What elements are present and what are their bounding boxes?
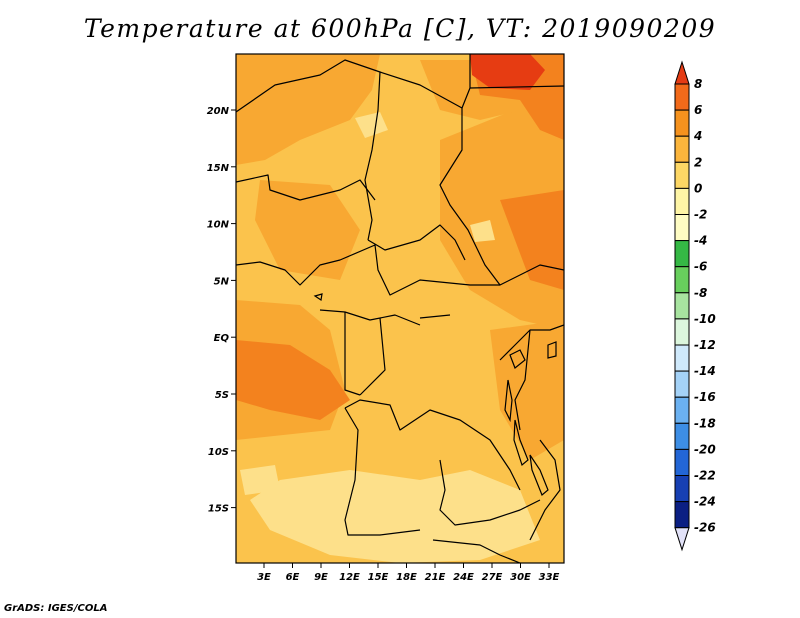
x-tick-label: 21E [425,572,446,583]
colorbar-swatch [674,501,690,529]
x-tick-label: 18E [396,572,417,583]
colorbar-swatch [674,266,690,294]
x-tick-label: 3E [257,572,271,583]
y-tick-label: 15N [207,163,230,174]
colorbar-label: -12 [694,338,716,352]
y-tick-label: 5N [214,276,230,287]
field-light-ethiopia [470,220,495,242]
field-orange-rift [490,320,564,460]
y-axis: 20N 15N 10N 5N EQ 5S 10S 15S [207,106,236,515]
colorbar-swatch [674,475,690,503]
colorbar-swatch [674,292,690,320]
y-tick-label: 10N [207,220,230,231]
colorbar-swatch [674,370,690,398]
colorbar-swatch [674,422,690,450]
colorbar-label: -2 [694,208,707,222]
colorbar-swatch [674,109,690,137]
colorbar-swatch [674,318,690,346]
lakes [313,293,557,496]
colorbar-label: 2 [694,155,702,169]
map-area [236,54,564,563]
x-tick-label: 27E [482,572,503,583]
x-tick-label: 24E [453,572,474,583]
colorbar-label: -18 [694,416,716,430]
colorbar: 8 6 4 2 0 -2 -4 -6 -8 -10 -12 -14 -16 -18 -20 -22 -24 -26 [674,60,716,552]
field-orange-north [236,54,380,165]
field-dark-sw [236,340,350,420]
country-borders [236,54,564,563]
field-light-angola [340,515,365,540]
colorbar-label: -14 [694,364,716,378]
chart-title: Temperature at 600hPa [C], VT: 201909020… [83,14,717,43]
colorbar-label: -16 [694,390,716,404]
field-light-north [355,112,388,138]
x-tick-label: 30E [510,572,531,583]
x-tick-label: 33E [539,572,560,583]
y-tick-label: 10S [208,447,229,458]
colorbar-label: -10 [694,312,716,326]
x-axis: 3E 6E 9E 12E 15E 18E 21E 24E 27E 30E 33E [257,563,560,583]
field-dark-east [500,190,564,290]
field-orange-center [255,180,360,280]
colorbar-swatch [674,214,690,242]
colorbar-label: -20 [694,442,716,456]
colorbar-label: -22 [694,469,716,483]
colorbar-label: 4 [693,129,702,143]
colorbar-label: 6 [694,103,702,117]
colorbar-label: -6 [694,260,707,274]
colorbar-top-arrow [674,60,690,85]
y-tick-label: EQ [214,333,230,344]
colorbar-label: -26 [694,521,716,535]
x-tick-label: 9E [314,572,328,583]
colorbar-bottom-arrow [674,527,690,552]
colorbar-label: 0 [694,181,702,195]
field-light-south [250,470,540,563]
field-red-ne [470,54,545,90]
colorbar-label: -4 [694,234,707,248]
colorbar-swatch [674,83,690,111]
field-light-sw [240,465,280,495]
colorbar-label: -8 [694,286,707,300]
colorbar-swatch [674,135,690,163]
colorbar-label: 8 [694,77,702,91]
x-tick-label: 15E [368,572,389,583]
map-frame [235,53,565,564]
x-tick-label: 6E [286,572,300,583]
colorbar-swatch [674,161,690,189]
y-tick-label: 15S [208,504,229,515]
colorbar-swatch [674,187,690,215]
y-tick-label: 5S [215,390,229,401]
colorbar-swatch [674,240,690,268]
y-tick-label: 20N [207,106,230,117]
x-tick-label: 12E [339,572,360,583]
colorbar-swatch [674,396,690,424]
colorbar-label: -24 [694,495,716,509]
colorbar-swatch [674,448,690,476]
credit-text: GrADS: IGES/COLA [4,603,108,614]
colorbar-swatch [674,344,690,372]
